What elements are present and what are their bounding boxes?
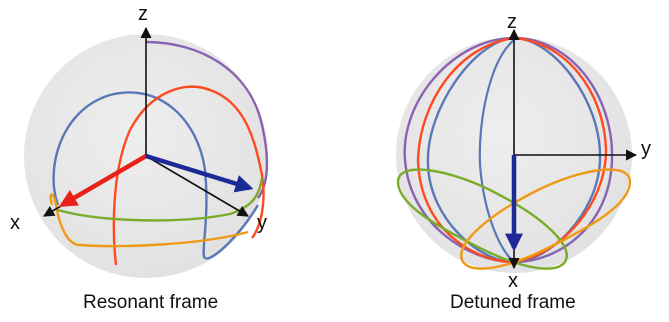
x-axis-label: x: [10, 212, 20, 234]
trajectory-orange: [460, 168, 632, 270]
state-vector-blue: [145, 153, 254, 193]
y-axis: [145, 155, 249, 217]
y-axis-label: y: [257, 212, 267, 234]
x-axis-label: x: [508, 270, 518, 292]
trajectory-purple: [145, 40, 269, 199]
trajectory-blue: [52, 91, 260, 260]
trajectory-red: [112, 85, 265, 266]
trajectory-green: [57, 177, 264, 222]
state-vector-red: [58, 154, 148, 207]
trajectory-orange: [49, 193, 249, 248]
trajectory-green: [396, 168, 568, 270]
detuned-frame-caption: Detuned frame: [450, 292, 576, 313]
z-axis-label: z: [507, 11, 517, 33]
trajectory-blue-inner: [478, 39, 515, 263]
z-axis-label: z: [138, 3, 148, 25]
resonant-bloch-sphere: z x y: [10, 3, 269, 278]
detuned-bloch-sphere: z y x: [396, 11, 651, 292]
y-axis-label: y: [641, 138, 651, 160]
resonant-frame-caption: Resonant frame: [83, 292, 219, 313]
